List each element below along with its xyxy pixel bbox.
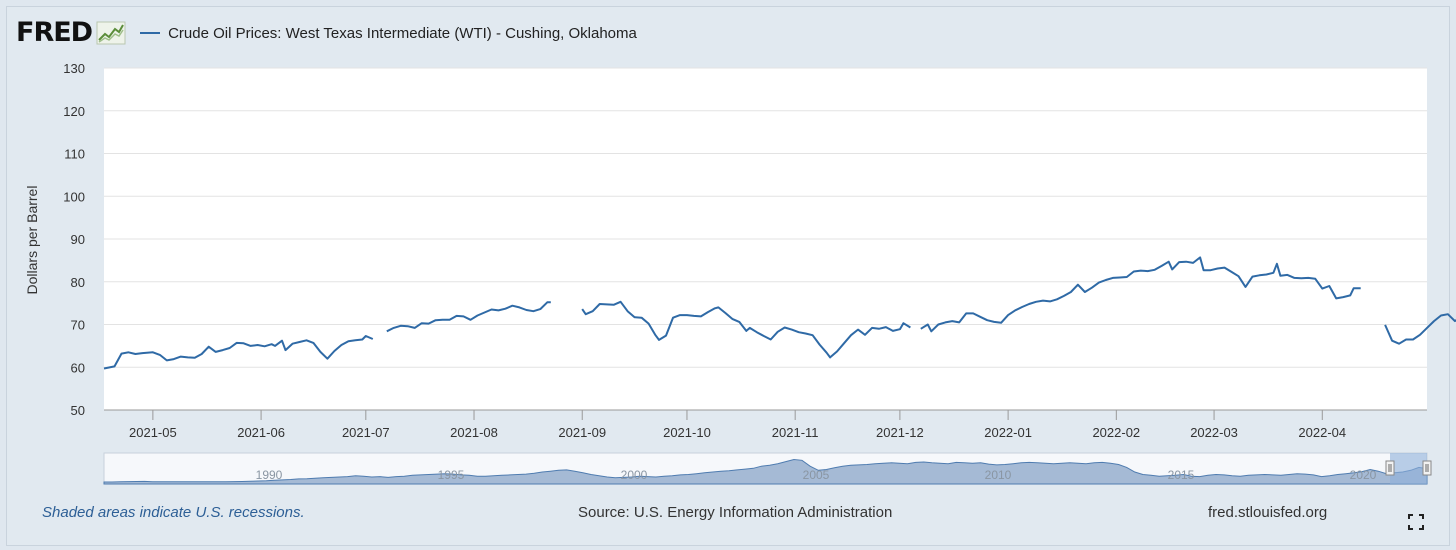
y-tick-label: 110 [64,147,85,162]
x-tick-label: 2021-09 [558,425,606,440]
navigator[interactable]: 1990 1995 2000 2005 2010 2015 2020 [103,452,1432,485]
x-tick-label: 2021-11 [772,425,819,440]
series-segment [920,256,1361,333]
y-tick-label: 70 [71,318,85,333]
y-tick-label: 90 [71,232,85,247]
x-tick-label: 2021-07 [342,425,390,440]
series-segment [386,301,551,333]
y-tick-label: 100 [63,189,85,204]
y-tick-label: 130 [63,61,85,76]
y-axis: 50 60 70 80 90 100 110 120 130 [63,61,1427,418]
x-tick-label: 2021-08 [450,425,498,440]
x-tick-label: 2021-05 [129,425,177,440]
gridlines [104,67,1427,368]
y-tick-label: 120 [63,104,85,119]
x-tick-label: 2022-03 [1190,425,1238,440]
y-tick-label: 80 [71,275,85,290]
series-segment [581,300,911,359]
navigator-tick-label: 2000 [621,468,648,482]
navigator-tick-label: 2015 [1168,468,1195,482]
series-segment [1384,313,1456,345]
navigator-handle[interactable] [1385,460,1395,476]
x-tick-label: 2022-04 [1298,425,1346,440]
navigator-tick-label: 2020 [1350,468,1377,482]
series-segment [103,335,374,370]
fred-logo-graph-icon [96,21,126,45]
navigator-tick-label: 1995 [438,468,465,482]
x-tick-label: 2022-01 [984,425,1032,440]
navigator-tick-label: 2010 [985,468,1012,482]
y-axis-label: Dollars per Barrel [24,186,40,295]
chart-title: Crude Oil Prices: West Texas Intermediat… [168,24,637,42]
fred-site-link[interactable]: fred.stlouisfed.org [1208,504,1328,521]
fred-logo[interactable]: FRED [16,17,93,48]
chart-header: FRED Crude Oil Prices: West Texas Interm… [16,18,637,48]
x-tick-label: 2022-02 [1092,425,1140,440]
x-tick-label: 2021-12 [876,425,924,440]
source-text: Source: U.S. Energy Information Administ… [578,504,893,521]
navigator-tick-label: 2005 [803,468,830,482]
y-tick-label: 50 [71,403,85,418]
recession-note: Shaded areas indicate U.S. recessions. [42,504,305,521]
y-tick-label: 60 [71,360,85,375]
navigator-selection[interactable] [1390,453,1427,484]
fullscreen-icon[interactable] [1408,514,1424,530]
x-tick-label: 2021-06 [237,425,285,440]
x-axis: 2021-05 2021-06 2021-07 2021-08 2021-09 2021-… [129,410,1346,440]
legend-swatch [140,32,161,34]
navigator-tick-label: 1990 [256,468,283,482]
x-tick-label: 2021-10 [663,425,711,440]
series-line [103,256,1456,370]
navigator-handle[interactable] [1422,460,1432,476]
navigator-area [103,458,1428,485]
